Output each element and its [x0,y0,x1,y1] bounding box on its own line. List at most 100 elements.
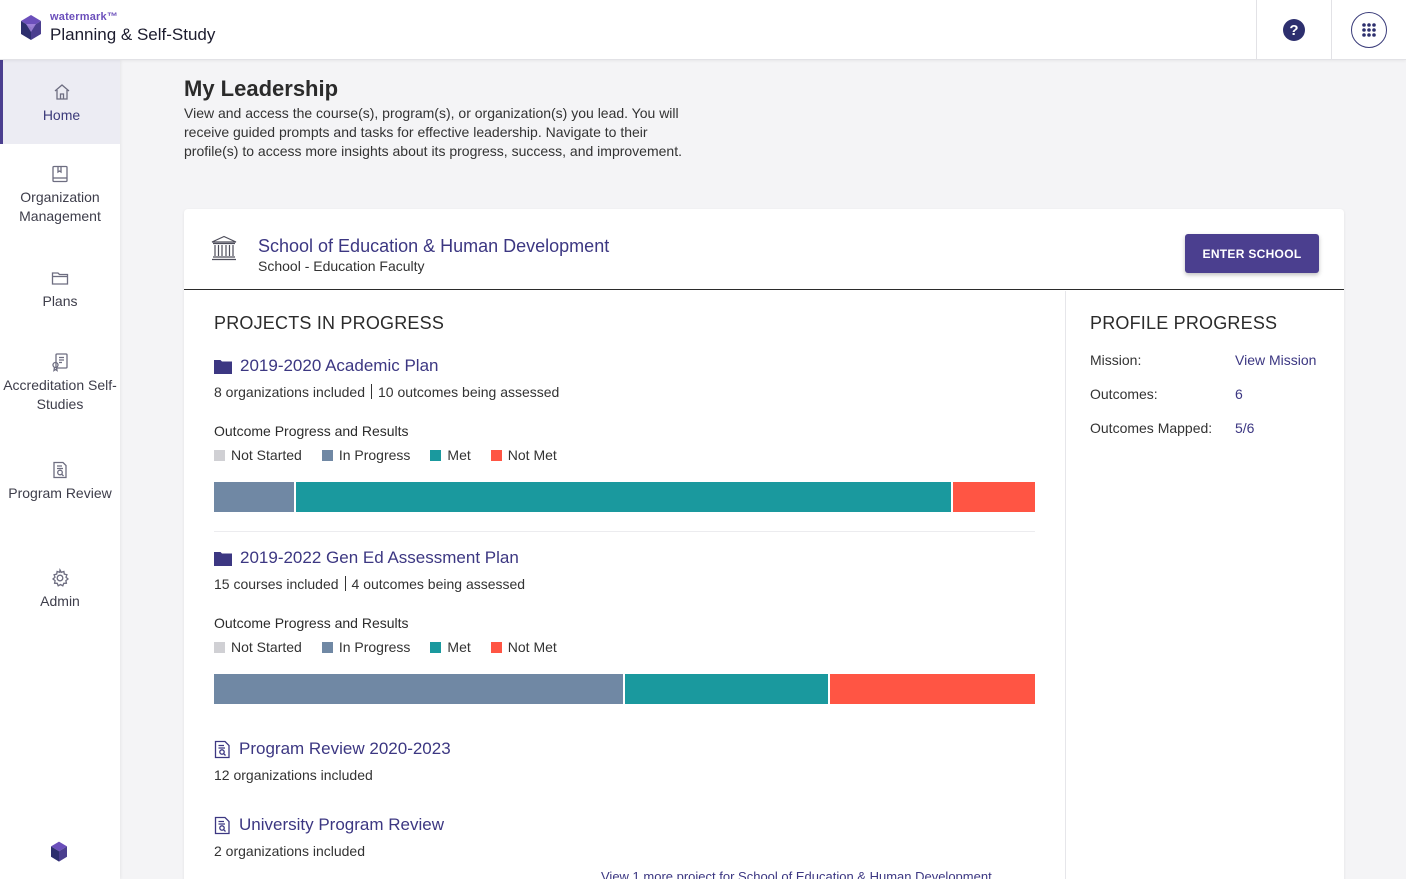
legend-label: In Progress [338,639,411,655]
project-title: 2019-2022 Gen Ed Assessment Plan [240,548,519,567]
legend-label: In Progress [338,447,411,463]
profile-section-title: PROFILE PROGRESS [1090,313,1278,333]
legend-in-progress: In Progress [321,639,411,655]
project-link[interactable]: Program Review 2020-2023 [214,739,451,759]
sidebar-item-organization-management[interactable]: Organization Management [0,164,120,226]
sidebar-item-home[interactable]: Home [0,60,120,144]
column-divider [1065,291,1066,879]
folder-filled-icon [214,359,232,374]
document-search-icon [214,740,230,758]
bar-segment-met [296,482,953,512]
project-title: Program Review 2020-2023 [239,739,451,758]
folder-icon [51,272,69,285]
project-link[interactable]: 2019-2020 Academic Plan [214,356,438,376]
legend-swatch [321,449,333,461]
legend-swatch [214,641,225,653]
bar-segment-not-met [829,674,1035,704]
legend-not-started: Not Started [214,639,302,655]
gear-icon [51,568,70,587]
brand-product: Planning & Self-Study [50,25,216,44]
profile-outcomes-value[interactable]: 6 [1235,386,1243,402]
grid-apps-icon [1351,12,1387,48]
school-card-header: School of Education & Human Development … [184,209,1344,290]
sidebar-item-label: Accreditation Self-Studies [3,377,117,412]
app-switcher-button[interactable] [1331,0,1406,60]
watermark-logo-icon [51,841,67,862]
legend-met: Met [430,639,471,655]
project-link[interactable]: 2019-2022 Gen Ed Assessment Plan [214,548,519,568]
project-meta: 15 courses included 4 outcomes being asse… [214,576,525,592]
project-link[interactable]: University Program Review [214,815,444,835]
legend-swatch [490,449,502,461]
legend-label: Not Started [231,639,302,655]
brand-company: watermark™ [50,11,119,23]
project-meta: 2 organizations included [214,843,365,859]
legend-swatch [490,641,502,653]
project-title: University Program Review [239,815,444,834]
sidebar-item-label: Home [42,107,81,123]
page-description: View and access the course(s), program(s… [184,105,682,159]
brand[interactable]: watermark™ Planning & Self-Study [18,12,215,43]
institution-icon [211,235,237,261]
outcome-legend: Not Started In Progress Met Not Met [214,639,577,655]
legend-met: Met [430,447,471,463]
sidebar-item-accreditation-self-studies[interactable]: Accreditation Self-Studies [0,352,120,414]
project-meta-right: 4 outcomes being assessed [351,576,526,592]
legend-not-met: Not Met [490,447,557,463]
document-search-icon [53,461,67,479]
project-meta-left: 8 organizations included [214,384,365,400]
home-icon [54,84,69,100]
sidebar-item-label: Admin [40,593,80,609]
project-meta: 12 organizations included [214,767,373,783]
legend-swatch [321,641,333,653]
sidebar-item-plans[interactable]: Plans [0,268,120,311]
profile-outcomes-mapped-label: Outcomes Mapped: [1090,420,1213,436]
legend-not-started: Not Started [214,447,302,463]
enter-school-button[interactable]: ENTER SCHOOL [1185,234,1319,273]
view-more-projects-link[interactable]: View 1 more project for School of Educat… [601,869,992,879]
book-icon [52,165,68,183]
legend-swatch [430,449,442,461]
legend-label: Not Started [231,447,302,463]
meta-separator [344,576,346,591]
sidebar-item-program-review[interactable]: Program Review [0,460,120,503]
school-name[interactable]: School of Education & Human Development [258,236,610,256]
outcome-progress-bar [214,482,1035,512]
project-meta-right: 10 outcomes being assessed [378,384,560,400]
sidebar-nav: Home Organization Management Plans Accre… [0,60,120,879]
sidebar-item-label: Organization Management [19,189,101,224]
certificate-icon [52,353,68,372]
legend-label: Met [447,639,471,655]
document-search-icon [214,816,230,834]
meta-separator [371,384,372,399]
projects-section-title: PROJECTS IN PROGRESS [214,313,445,333]
project-meta: 8 organizations included 10 outcomes bein… [214,384,559,400]
legend-label: Met [447,447,471,463]
help-icon: ? [1283,19,1305,41]
project-divider [214,531,1035,532]
legend-label: Not Met [507,447,557,463]
legend-swatch [214,449,225,461]
outcome-progress-bar [214,674,1035,704]
help-button[interactable]: ? [1256,0,1331,60]
profile-outcomes-mapped-value[interactable]: 5/6 [1235,420,1255,436]
bar-segment-in-progress [214,674,625,704]
project-meta-left: 15 courses included [214,576,339,592]
legend-not-met: Not Met [490,639,557,655]
school-subtitle: School - Education Faculty [258,258,425,274]
folder-filled-icon [214,551,232,566]
bar-segment-met [624,674,830,704]
legend-swatch [430,641,442,653]
bar-segment-not-met [952,482,1035,512]
legend-in-progress: In Progress [321,447,411,463]
view-mission-link[interactable]: View Mission [1235,352,1317,368]
project-title: 2019-2020 Academic Plan [240,356,439,375]
sidebar-item-admin[interactable]: Admin [0,568,120,611]
profile-mission-label: Mission: [1090,352,1142,368]
page-title: My Leadership [184,76,339,101]
profile-outcomes-label: Outcomes: [1090,386,1158,402]
watermark-logo-icon [21,14,41,40]
outcome-progress-label: Outcome Progress and Results [214,423,409,439]
sidebar-item-label: Program Review [8,485,112,501]
top-bar: watermark™ Planning & Self-Study ? [0,0,1406,60]
